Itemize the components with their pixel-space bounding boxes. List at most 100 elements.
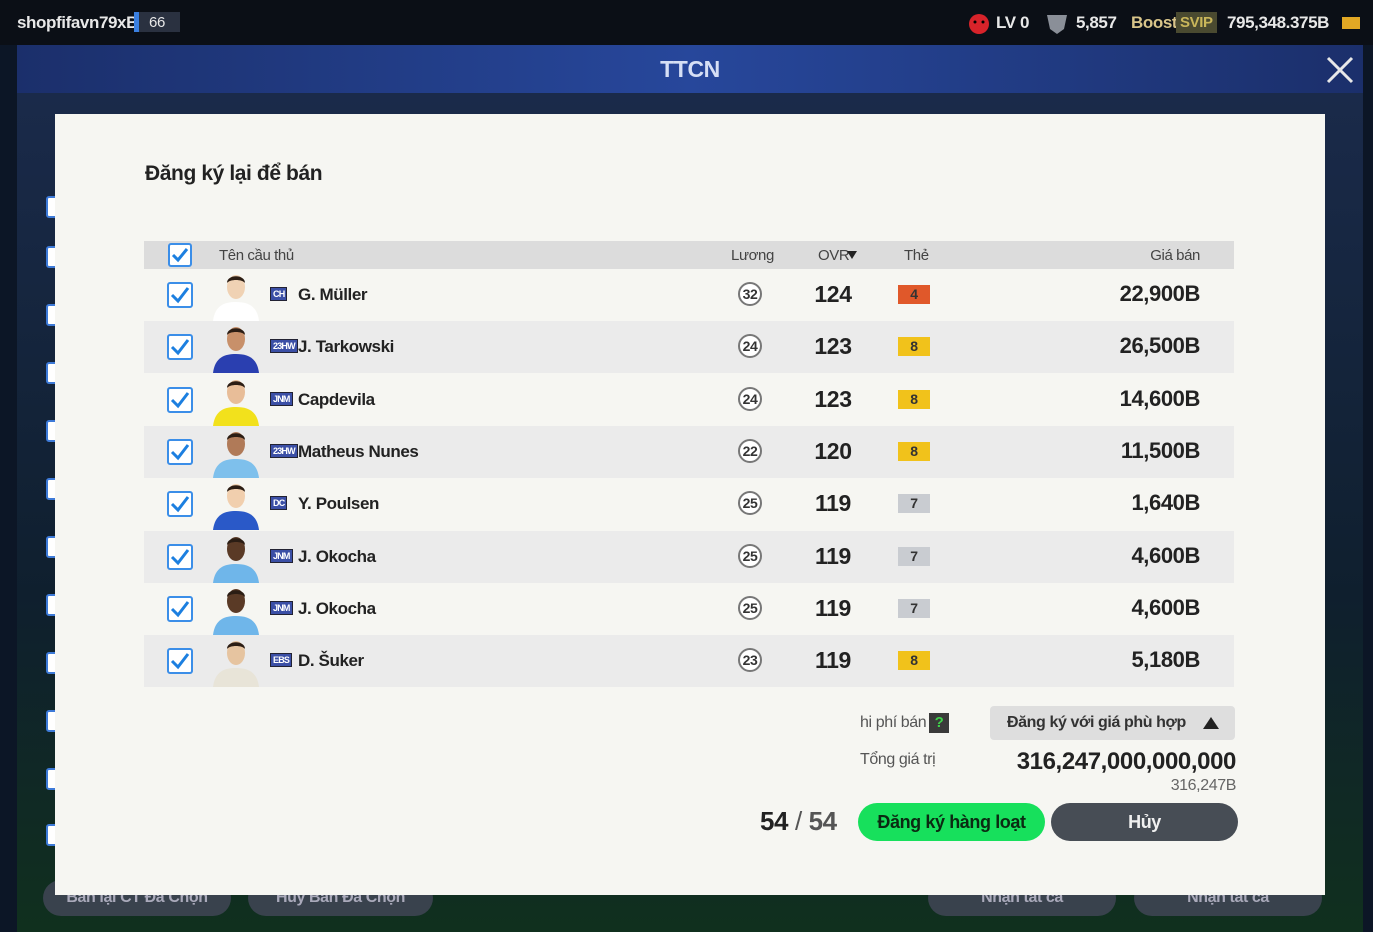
price: 4,600B <box>1131 542 1200 568</box>
ovr: 119 <box>815 594 851 621</box>
price: 22,900B <box>1119 281 1201 306</box>
count: 54 / 54 <box>760 806 837 837</box>
col-ovr[interactable]: OVR <box>818 247 850 264</box>
card-level: 4 <box>898 285 930 304</box>
price: 26,500B <box>1119 333 1201 359</box>
player-row[interactable]: 23HW Matheus Nunes 22 120 8 11,500B <box>144 425 1234 478</box>
boost: Boost <box>1131 13 1178 32</box>
salary: 22 <box>738 438 762 463</box>
header: TTCN <box>17 45 1363 93</box>
player-name: J. Okocha <box>298 546 376 566</box>
top-bar: shopfifavn79xB 66 LV 0 5,857 Boost SVIP … <box>0 0 1373 45</box>
price: 5,180B <box>1131 647 1200 673</box>
total-value: 316,247,000,000,000 <box>1016 748 1237 775</box>
salary: 23 <box>738 648 762 673</box>
player-name: J. Okocha <box>298 598 376 618</box>
price-dropdown[interactable]: Đăng ký với giá phù hợp <box>990 706 1235 740</box>
register-button[interactable]: Đăng ký hàng loạt <box>858 803 1045 841</box>
ovr: 120 <box>814 437 852 464</box>
dialog-title: Đăng ký lại để bán <box>145 162 323 185</box>
salary: 25 <box>738 543 762 568</box>
col-card: Thẻ <box>904 247 929 264</box>
card-level: 8 <box>898 651 930 671</box>
player-row[interactable]: EBS D. Šuker 23 119 8 5,180B <box>144 635 1234 688</box>
season-badge: JNM <box>270 600 293 615</box>
select-all-checkbox[interactable] <box>168 243 192 267</box>
coin-icon <box>1342 17 1360 29</box>
ovr: 123 <box>814 385 852 412</box>
player-name: Matheus Nunes <box>298 441 419 461</box>
cancel-button[interactable]: Hủy <box>1051 803 1238 841</box>
fee-help[interactable]: ? <box>929 713 949 733</box>
row-checkbox[interactable] <box>167 282 193 308</box>
ovr: 119 <box>815 647 851 674</box>
player-row[interactable]: JNM Capdevila 24 123 8 14,600B <box>144 374 1234 426</box>
points: 5,857 <box>1076 13 1117 32</box>
player-row[interactable]: JNM J. Okocha 25 119 7 4,600B <box>144 530 1234 583</box>
row-checkbox[interactable] <box>167 386 193 413</box>
salary: 24 <box>738 334 762 359</box>
salary: 32 <box>738 282 762 306</box>
player-row[interactable]: 23HW J. Tarkowski 24 123 8 26,500B <box>144 321 1234 374</box>
price: 4,600B <box>1131 594 1200 620</box>
season-badge: DC <box>270 496 288 511</box>
card-level: 8 <box>898 441 930 461</box>
card-level: 7 <box>898 494 930 514</box>
balance: 795,348.375B <box>1227 13 1330 32</box>
col-price: Giá bán <box>1150 247 1200 264</box>
ovr: 124 <box>814 281 852 307</box>
row-checkbox[interactable] <box>167 648 193 675</box>
player-avatar <box>213 641 259 688</box>
season-badge: JNM <box>270 548 293 563</box>
player-avatar <box>213 588 259 635</box>
price: 1,640B <box>1131 490 1200 516</box>
player-avatar <box>213 379 259 426</box>
player-row[interactable]: DC Y. Poulsen 25 119 7 1,640B <box>144 478 1234 531</box>
season-badge: EBS <box>270 653 293 668</box>
player-name: J. Tarkowski <box>298 337 394 357</box>
player-avatar <box>213 275 259 321</box>
close-button[interactable] <box>1325 55 1355 85</box>
ovr: 119 <box>815 542 851 569</box>
price: 11,500B <box>1120 437 1201 463</box>
row-checkbox[interactable] <box>167 595 193 622</box>
count-selected: 54 <box>760 806 789 836</box>
ovr: 123 <box>814 333 852 360</box>
season-badge: JNM <box>270 391 293 406</box>
col-name: Tên cầu thủ <box>219 247 294 264</box>
salary: 24 <box>738 386 762 411</box>
count-total: 54 <box>808 806 838 836</box>
sort-arrow <box>847 251 857 259</box>
row-checkbox[interactable] <box>167 438 193 465</box>
table-header: Tên cầu thủ Lương OVR Thẻ Giá bán <box>144 241 1234 269</box>
price: 14,600B <box>1119 385 1201 411</box>
season-badge: CH <box>270 287 288 301</box>
player-avatar <box>213 536 259 583</box>
salary: 25 <box>738 491 762 516</box>
player-avatar <box>213 327 259 374</box>
row-checkbox[interactable] <box>167 334 193 361</box>
player-name: Capdevila <box>298 389 375 409</box>
player-row[interactable]: JNM J. Okocha 25 119 7 4,600B <box>144 583 1234 635</box>
mood-icon <box>969 14 989 34</box>
card-level: 8 <box>898 389 930 409</box>
player-row[interactable]: CH G. Müller 32 124 4 22,900B <box>144 269 1234 321</box>
row-checkbox[interactable] <box>167 491 193 518</box>
card-level: 8 <box>898 337 930 357</box>
ovr: 119 <box>815 490 851 517</box>
dropdown-label: Đăng ký với giá phù hợp <box>1007 714 1186 731</box>
player-name: Y. Poulsen <box>298 494 380 514</box>
total-label: Tổng giá trị <box>860 751 936 768</box>
user-level: 66 <box>134 12 180 32</box>
player-name: G. Müller <box>298 285 368 304</box>
fee-label: hi phí bán <box>860 714 927 731</box>
player-name: D. Šuker <box>298 651 364 671</box>
salary: 25 <box>738 595 762 620</box>
card-level: 7 <box>898 598 930 618</box>
total-short: 316,247B <box>1170 777 1237 794</box>
season-badge: 23HW <box>270 339 298 354</box>
row-checkbox[interactable] <box>167 543 193 570</box>
dialog: Đăng ký lại để bán Tên cầu thủ Lương OVR… <box>55 114 1325 895</box>
